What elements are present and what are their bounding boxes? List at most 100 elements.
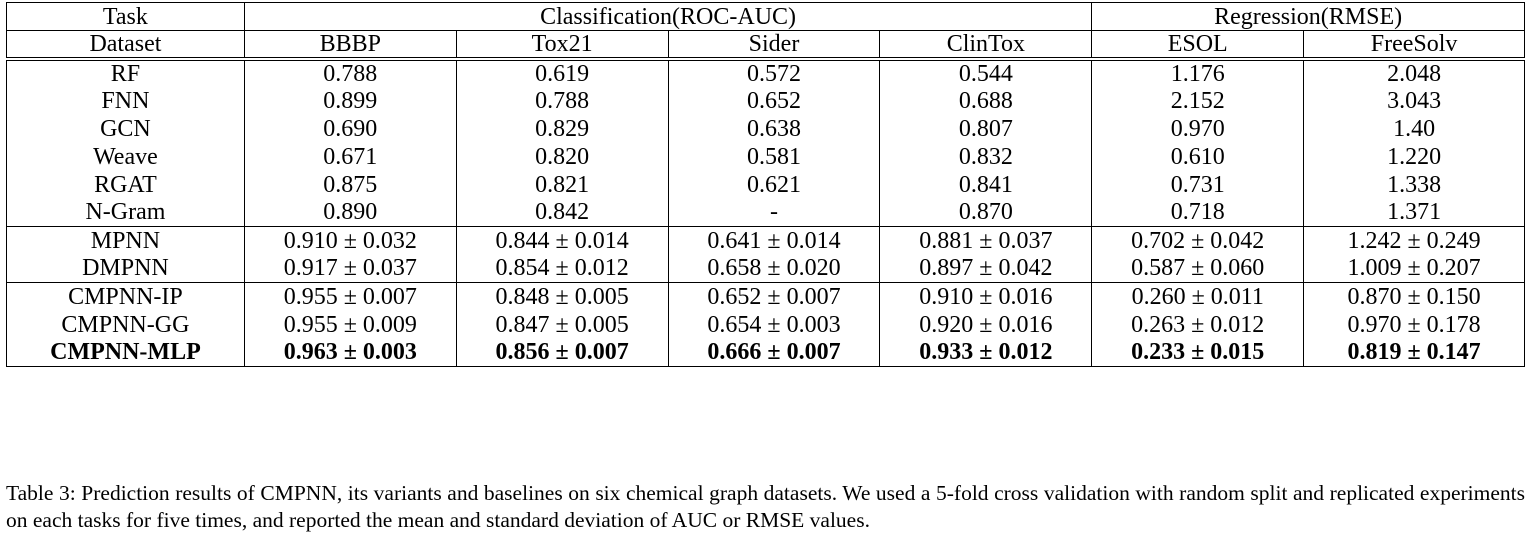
table-row: MPNN 0.910 ± 0.032 0.844 ± 0.014 0.641 ± 0.… bbox=[6, 226, 1525, 255]
dataset-bbbp: BBBP bbox=[244, 30, 457, 61]
value-cell: 0.658 ± 0.020 bbox=[668, 254, 881, 283]
value-cell: 1.176 bbox=[1091, 58, 1305, 87]
table-row: RF 0.788 0.619 0.572 0.544 1.176 2.048 bbox=[6, 58, 1525, 87]
table-row: RGAT 0.875 0.821 0.621 0.841 0.731 1.338 bbox=[6, 170, 1525, 199]
value-cell: 1.242 ± 0.249 bbox=[1303, 226, 1525, 255]
value-cell: 0.933 ± 0.012 bbox=[879, 338, 1093, 367]
value-cell: 0.572 bbox=[668, 58, 881, 87]
value-cell: 0.854 ± 0.012 bbox=[456, 254, 669, 283]
value-cell: 0.587 ± 0.060 bbox=[1091, 254, 1305, 283]
value-cell: 0.788 bbox=[456, 86, 669, 115]
table-row: CMPNN-MLP 0.963 ± 0.003 0.856 ± 0.007 0.666… bbox=[6, 338, 1525, 367]
value-cell: 0.844 ± 0.014 bbox=[456, 226, 669, 255]
best-value: 0.963 ± 0.003 bbox=[283, 339, 417, 366]
best-value: 0.856 ± 0.007 bbox=[495, 339, 629, 366]
method-cell: CMPNN-IP bbox=[6, 282, 245, 311]
value-cell: 0.610 bbox=[1091, 142, 1305, 171]
value-cell: 0.820 bbox=[456, 142, 669, 171]
value-cell: 0.881 ± 0.037 bbox=[879, 226, 1093, 255]
value-cell: 1.40 bbox=[1303, 114, 1525, 143]
value-cell: 0.890 bbox=[244, 198, 457, 227]
method-cell: CMPNN-GG bbox=[6, 310, 245, 339]
best-value: 0.819 ± 0.147 bbox=[1347, 339, 1481, 366]
value-cell: 0.910 ± 0.016 bbox=[879, 282, 1093, 311]
results-table: Task Classification(ROC-AUC) Regression(… bbox=[6, 2, 1525, 367]
dataset-sider: Sider bbox=[668, 30, 881, 61]
value-cell: 0.263 ± 0.012 bbox=[1091, 310, 1305, 339]
table-row: CMPNN-IP 0.955 ± 0.007 0.848 ± 0.005 0.652 … bbox=[6, 282, 1525, 311]
best-value: 0.666 ± 0.007 bbox=[707, 339, 841, 366]
value-cell: 1.220 bbox=[1303, 142, 1525, 171]
value-cell: 2.048 bbox=[1303, 58, 1525, 87]
value-cell: 0.955 ± 0.009 bbox=[244, 310, 457, 339]
best-value: CMPNN-MLP bbox=[50, 339, 201, 366]
method-cell: FNN bbox=[6, 86, 245, 115]
table-row: DMPNN 0.917 ± 0.037 0.854 ± 0.012 0.658 ± 0… bbox=[6, 254, 1525, 283]
value-cell: 0.821 bbox=[456, 170, 669, 199]
value-cell: 0.638 bbox=[668, 114, 881, 143]
value-cell: 0.544 bbox=[879, 58, 1093, 87]
value-cell: 0.963 ± 0.003 bbox=[244, 338, 457, 367]
table-row: CMPNN-GG 0.955 ± 0.009 0.847 ± 0.005 0.654 … bbox=[6, 310, 1525, 339]
value-cell: 0.832 bbox=[879, 142, 1093, 171]
task-header: Task bbox=[6, 2, 245, 31]
value-cell: 0.870 ± 0.150 bbox=[1303, 282, 1525, 311]
method-cell: RF bbox=[6, 58, 245, 87]
value-cell: 0.870 bbox=[879, 198, 1093, 227]
value-cell: 0.666 ± 0.007 bbox=[668, 338, 881, 367]
value-cell: 0.788 bbox=[244, 58, 457, 87]
value-cell: 1.009 ± 0.207 bbox=[1303, 254, 1525, 283]
value-cell: 0.920 ± 0.016 bbox=[879, 310, 1093, 339]
best-value: 0.933 ± 0.012 bbox=[919, 339, 1053, 366]
value-cell: 0.841 bbox=[879, 170, 1093, 199]
value-cell: 0.910 ± 0.032 bbox=[244, 226, 457, 255]
header-row-task: Task Classification(ROC-AUC) Regression(… bbox=[6, 2, 1525, 31]
value-cell: - bbox=[668, 198, 881, 227]
value-cell: 0.856 ± 0.007 bbox=[456, 338, 669, 367]
method-cell: N-Gram bbox=[6, 198, 245, 227]
header-row-dataset: Dataset BBBP Tox21 Sider ClinTox ESOL Fr… bbox=[6, 30, 1525, 61]
value-cell: 0.671 bbox=[244, 142, 457, 171]
value-cell: 0.848 ± 0.005 bbox=[456, 282, 669, 311]
value-cell: 0.842 bbox=[456, 198, 669, 227]
value-cell: 0.807 bbox=[879, 114, 1093, 143]
value-cell: 0.829 bbox=[456, 114, 669, 143]
method-cell: CMPNN-MLP bbox=[6, 338, 245, 367]
value-cell: 0.718 bbox=[1091, 198, 1305, 227]
value-cell: 0.690 bbox=[244, 114, 457, 143]
value-cell: 0.702 ± 0.042 bbox=[1091, 226, 1305, 255]
value-cell: 0.899 bbox=[244, 86, 457, 115]
value-cell: 0.955 ± 0.007 bbox=[244, 282, 457, 311]
value-cell: 2.152 bbox=[1091, 86, 1305, 115]
value-cell: 1.371 bbox=[1303, 198, 1525, 227]
dataset-tox21: Tox21 bbox=[456, 30, 669, 61]
value-cell: 0.619 bbox=[456, 58, 669, 87]
value-cell: 1.338 bbox=[1303, 170, 1525, 199]
dataset-esol: ESOL bbox=[1091, 30, 1305, 61]
value-cell: 0.233 ± 0.015 bbox=[1091, 338, 1305, 367]
classification-header: Classification(ROC-AUC) bbox=[244, 2, 1093, 31]
value-cell: 0.847 ± 0.005 bbox=[456, 310, 669, 339]
dataset-header: Dataset bbox=[6, 30, 245, 61]
method-cell: RGAT bbox=[6, 170, 245, 199]
best-value: 0.233 ± 0.015 bbox=[1131, 339, 1265, 366]
value-cell: 3.043 bbox=[1303, 86, 1525, 115]
value-cell: 0.688 bbox=[879, 86, 1093, 115]
value-cell: 0.897 ± 0.042 bbox=[879, 254, 1093, 283]
value-cell: 0.970 ± 0.178 bbox=[1303, 310, 1525, 339]
value-cell: 0.654 ± 0.003 bbox=[668, 310, 881, 339]
value-cell: 0.970 bbox=[1091, 114, 1305, 143]
table-row: FNN 0.899 0.788 0.652 0.688 2.152 3.043 bbox=[6, 86, 1525, 115]
value-cell: 0.581 bbox=[668, 142, 881, 171]
method-cell: GCN bbox=[6, 114, 245, 143]
value-cell: 0.819 ± 0.147 bbox=[1303, 338, 1525, 367]
table-caption: Table 3: Prediction results of CMPNN, it… bbox=[6, 481, 1525, 532]
value-cell: 0.652 bbox=[668, 86, 881, 115]
value-cell: 0.652 ± 0.007 bbox=[668, 282, 881, 311]
value-cell: 0.641 ± 0.014 bbox=[668, 226, 881, 255]
value-cell: 0.260 ± 0.011 bbox=[1091, 282, 1305, 311]
dataset-freesolv: FreeSolv bbox=[1303, 30, 1525, 61]
method-cell: Weave bbox=[6, 142, 245, 171]
table-row: Weave 0.671 0.820 0.581 0.832 0.610 1.220 bbox=[6, 142, 1525, 171]
method-cell: MPNN bbox=[6, 226, 245, 255]
